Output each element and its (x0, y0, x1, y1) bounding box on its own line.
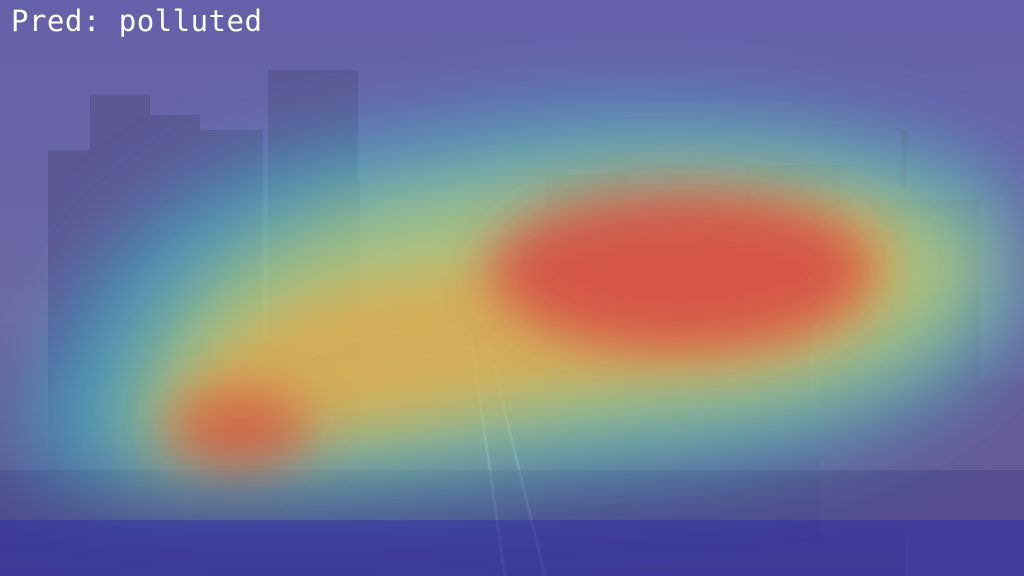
prediction-label: Pred: polluted (11, 4, 263, 38)
